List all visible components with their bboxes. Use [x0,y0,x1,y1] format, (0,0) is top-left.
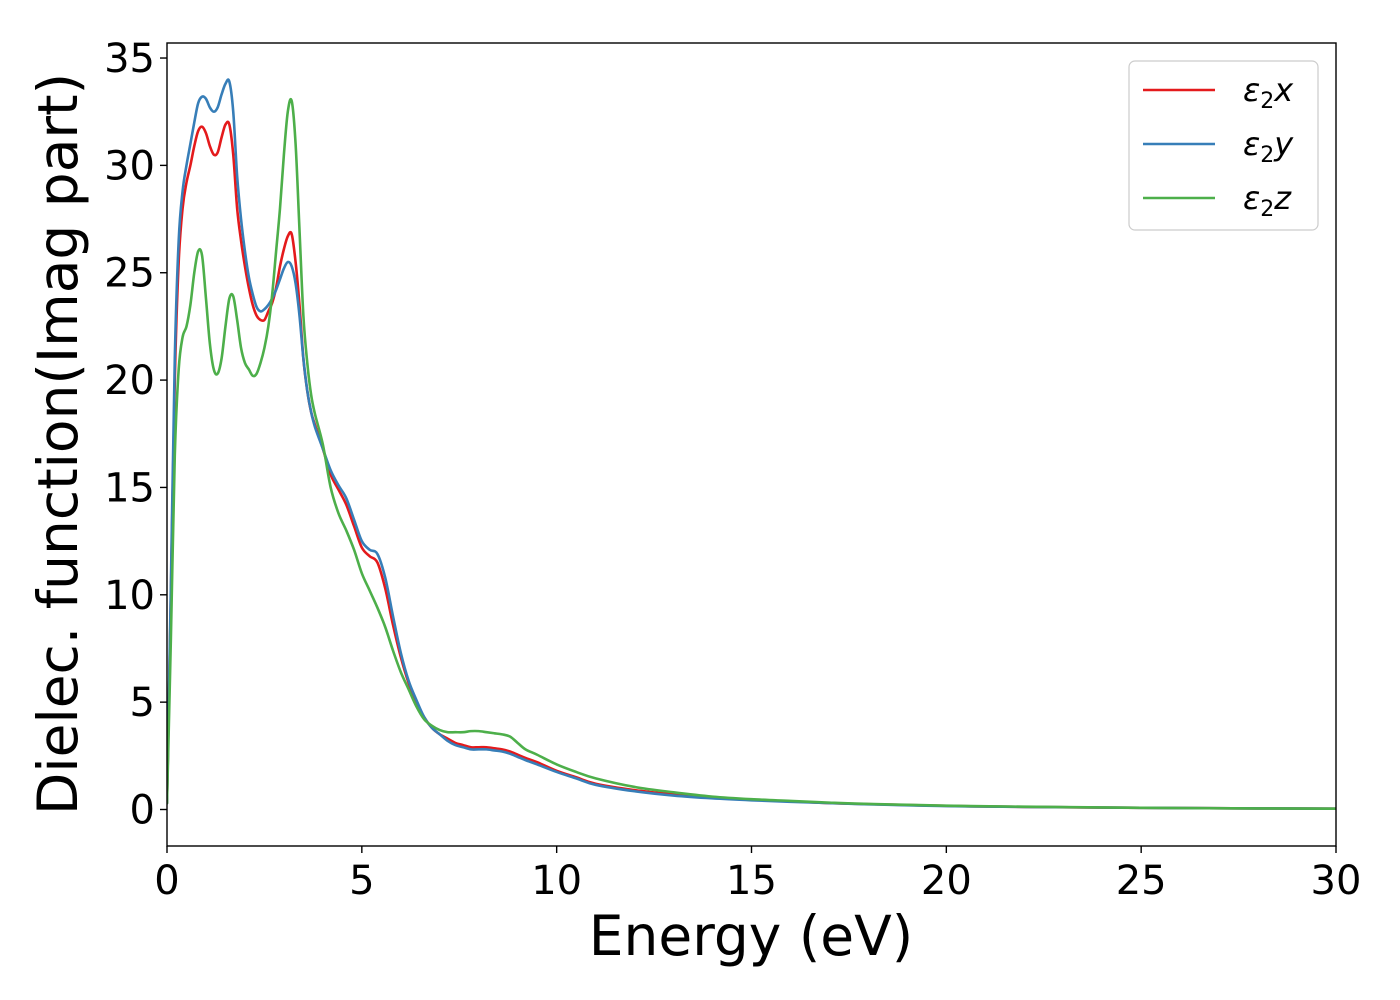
legend-box [1128,60,1319,231]
y-tick-label: 20 [104,358,155,404]
legend-label-x: ε2x [1243,71,1294,114]
series-layer [167,78,1336,810]
x-axis-ticks: 0 5 10 15 20 25 30 [154,846,1361,904]
y-tick-label: 30 [104,143,155,189]
series-line-z [167,97,1336,810]
y-tick-label: 15 [104,465,155,511]
y-tick-label: 5 [130,680,155,726]
x-tick-label: 20 [921,858,972,904]
x-tick-label: 10 [531,858,582,904]
plot-frame [166,42,1337,847]
legend-label-y: ε2y [1243,125,1294,168]
x-axis-label: Energy (eV) [589,904,913,968]
y-tick-label: 0 [130,788,155,834]
x-tick-label: 0 [154,858,179,904]
legend: ε2x ε2y ε2z [1128,60,1319,231]
series-line-y [167,78,1336,810]
x-tick-label: 25 [1116,858,1167,904]
x-tick-label: 30 [1311,858,1362,904]
y-tick-label: 25 [104,251,155,297]
y-tick-label: 10 [104,573,155,619]
x-tick-label: 5 [349,858,374,904]
y-tick-label: 35 [104,36,155,82]
y-axis-label: Dielec. function(Imag part) [26,73,90,815]
x-tick-label: 15 [726,858,777,904]
y-axis-ticks: 0 5 10 15 20 25 30 35 [104,36,167,834]
legend-label-z: ε2z [1243,179,1292,222]
